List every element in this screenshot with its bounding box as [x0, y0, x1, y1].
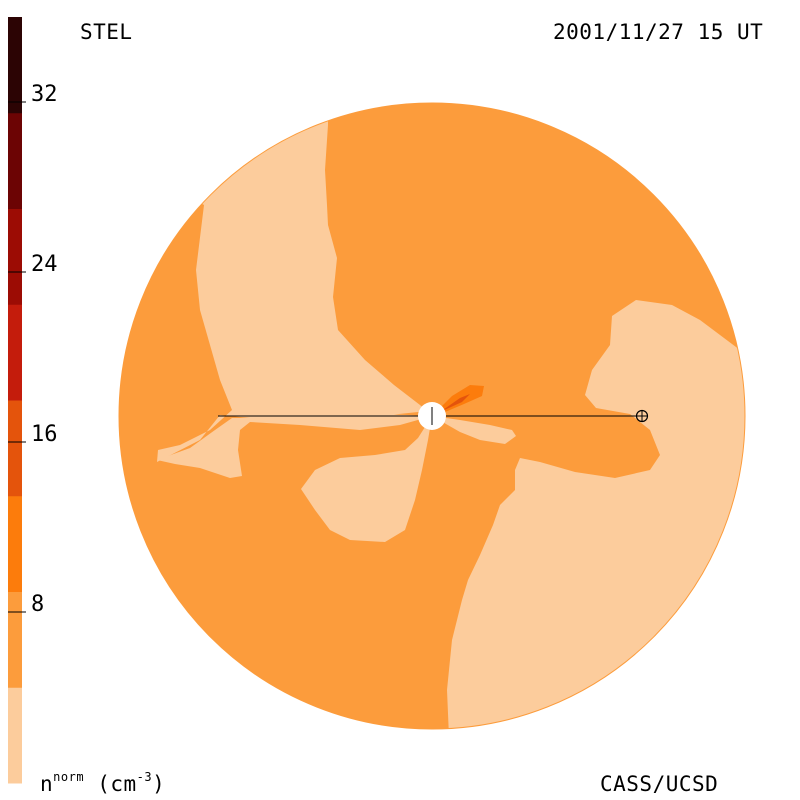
colorbar-unit-label: nnorm (cm-3)	[40, 770, 166, 796]
credit-label: CASS/UCSD	[600, 772, 719, 796]
low-density-region-lower-center	[301, 416, 432, 542]
sun-icon	[418, 402, 446, 430]
density-disc	[119, 103, 745, 729]
timestamp-label: 2001/11/27 15 UT	[553, 20, 764, 44]
colorbar-tick-label: 16	[31, 422, 58, 447]
colorbar-band	[8, 304, 22, 401]
unit-text: (cm	[84, 772, 137, 796]
colorbar-tick-label: 8	[31, 592, 45, 617]
unit-symbol: n	[40, 772, 54, 796]
unit-exponent: -3	[136, 770, 153, 784]
low-density-region-left-bump	[157, 414, 432, 478]
colorbar-band	[8, 591, 22, 688]
observatory-label: STEL	[80, 20, 133, 44]
colorbar-band	[8, 17, 22, 114]
peak-density-core	[440, 394, 470, 412]
low-density-region-right-petal	[432, 416, 516, 444]
unit-superscript: norm	[53, 770, 85, 784]
colorbar-band	[8, 208, 22, 305]
density-colorbar	[8, 17, 26, 784]
colorbar-band	[8, 400, 22, 497]
disc-boundary	[118, 102, 746, 730]
earth-icon	[635, 409, 649, 423]
colorbar-tick-label: 32	[31, 82, 58, 107]
colorbar-band	[8, 687, 22, 784]
colorbar-band	[8, 495, 22, 592]
colorbar-tick-label: 24	[31, 252, 58, 277]
unit-close: )	[152, 772, 166, 796]
colorbar-band	[8, 112, 22, 209]
